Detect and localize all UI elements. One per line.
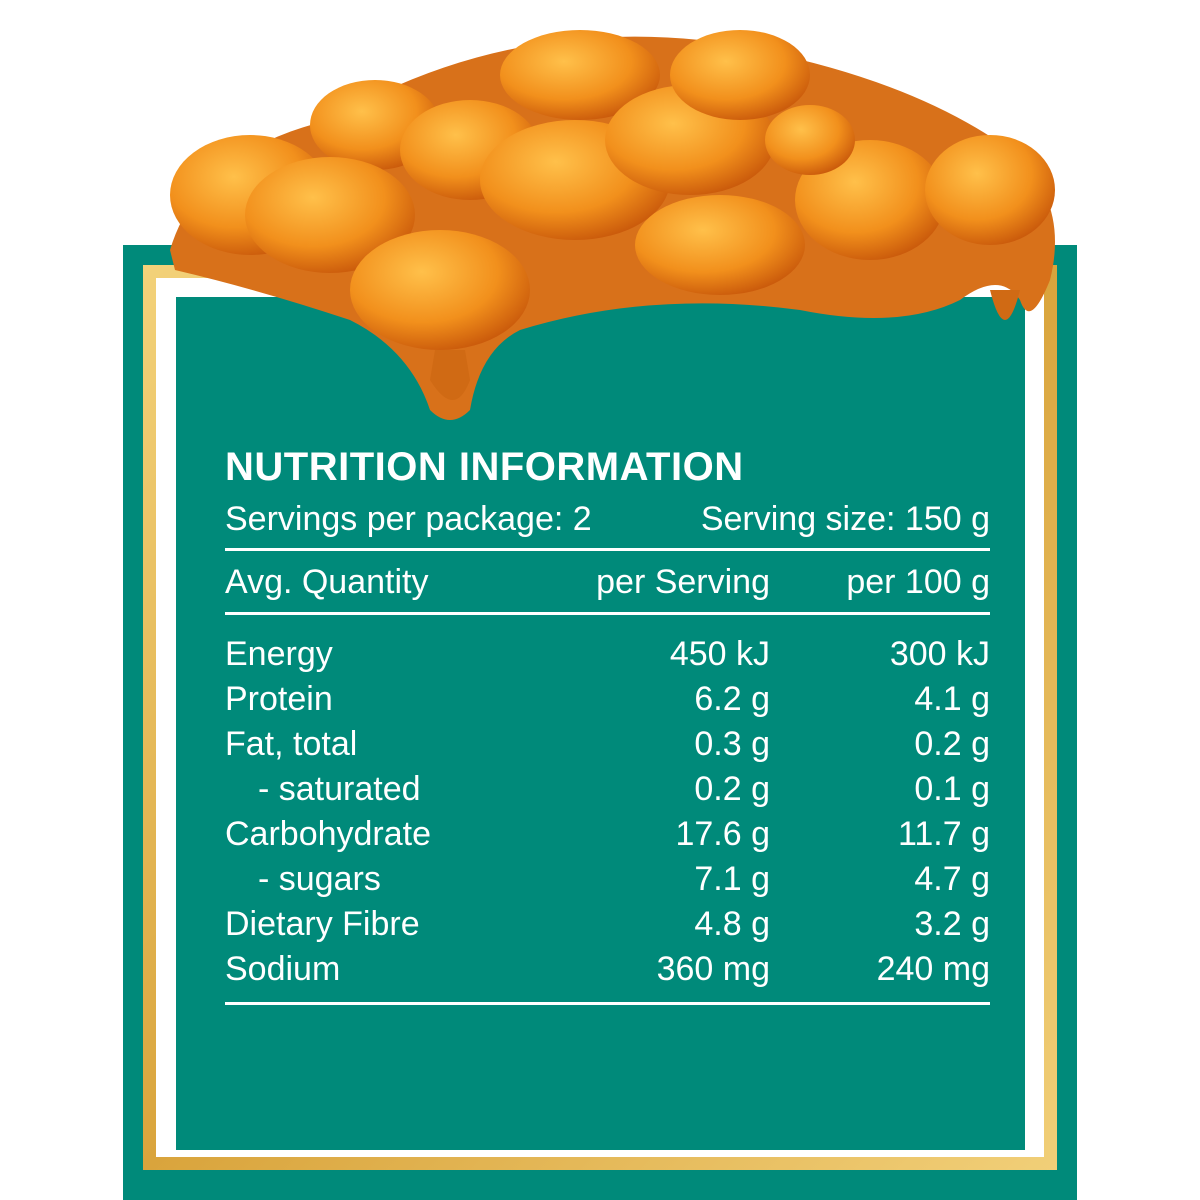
nutrient-amount: 0.2 g	[694, 770, 770, 808]
nutrient-amount: 0.2 g	[914, 725, 990, 763]
nutrient-amount: 450 kJ	[669, 635, 770, 673]
nutrient-name: Energy	[225, 635, 333, 673]
serving-size: Serving size: 150 g	[700, 500, 990, 538]
nutrient-amount: 300 kJ	[889, 635, 990, 673]
nutrient-amount: 6.2 g	[694, 680, 770, 718]
nutrient-name: Sodium	[225, 950, 341, 988]
panel-title: NUTRITION INFORMATION	[225, 445, 744, 489]
column-header: per Serving	[596, 563, 770, 601]
nutrient-name: - saturated	[258, 770, 421, 808]
rule	[225, 612, 990, 615]
nutrient-amount: 3.2 g	[914, 905, 990, 943]
nutrient-amount: 17.6 g	[675, 815, 770, 853]
nutrient-amount: 360 mg	[656, 950, 770, 988]
nutrient-amount: 0.3 g	[694, 725, 770, 763]
servings-per-package: Servings per package: 2	[225, 500, 592, 538]
nutrient-amount: 4.7 g	[914, 860, 990, 898]
nutrient-amount: 4.1 g	[914, 680, 990, 718]
nutrient-amount: 240 mg	[876, 950, 990, 988]
nutrient-amount: 11.7 g	[897, 815, 990, 853]
rule	[225, 1002, 990, 1005]
nutrient-name: Dietary Fibre	[225, 905, 420, 943]
beans	[170, 30, 1055, 420]
nutrient-amount: 7.1 g	[694, 860, 770, 898]
nutrient-amount: 4.8 g	[694, 905, 770, 943]
nutrient-name: Protein	[225, 680, 333, 718]
nutrient-name: Fat, total	[225, 725, 358, 763]
rule	[225, 548, 990, 551]
column-header: per 100 g	[846, 563, 990, 601]
inner-panel	[176, 297, 1025, 1150]
nutrient-name: Carbohydrate	[225, 815, 432, 853]
nutrient-amount: 0.1 g	[914, 770, 990, 808]
nutrient-name: - sugars	[258, 860, 381, 898]
column-header: Avg. Quantity	[225, 563, 429, 601]
